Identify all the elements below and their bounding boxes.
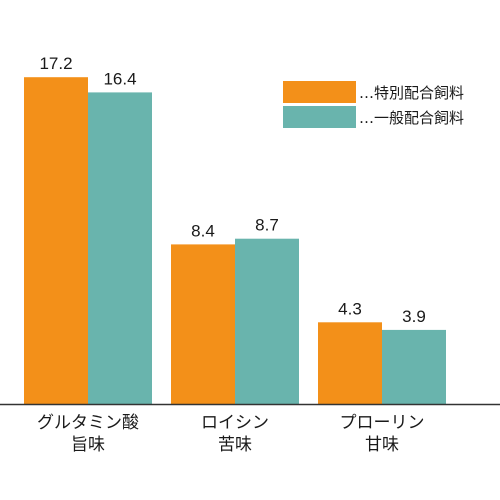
value-label: 4.3 (338, 299, 362, 318)
value-label: 3.9 (402, 307, 426, 326)
legend: …特別配合飼料 …一般配合飼料 (283, 81, 464, 128)
bar-special-2 (318, 322, 382, 404)
legend-label-special: …特別配合飼料 (359, 84, 464, 102)
bar-special-1 (171, 244, 235, 404)
bar-regular-2 (382, 329, 446, 404)
category-label-line2: 旨味 (71, 435, 105, 455)
value-label: 17.2 (39, 54, 72, 73)
value-labels-group: 17.2 16.4 8.4 8.7 4.3 3.9 (39, 54, 425, 326)
legend-label-regular: …一般配合飼料 (359, 109, 464, 127)
bars-group (24, 77, 446, 405)
bar-special-0 (24, 77, 88, 404)
category-label-line2: 甘味 (365, 435, 399, 455)
category-label-line1: プローリン (340, 413, 425, 433)
value-label: 16.4 (103, 69, 136, 88)
category-label-line1: グルタミン酸 (37, 413, 139, 433)
value-label: 8.7 (255, 216, 279, 235)
bar-regular-0 (88, 92, 152, 405)
value-label: 8.4 (191, 221, 215, 240)
bar-regular-1 (235, 238, 299, 404)
legend-swatch-special (283, 81, 356, 103)
category-label-line1: ロイシン (201, 413, 269, 433)
legend-swatch-regular (283, 106, 356, 128)
category-label-line2: 苦味 (218, 435, 252, 455)
